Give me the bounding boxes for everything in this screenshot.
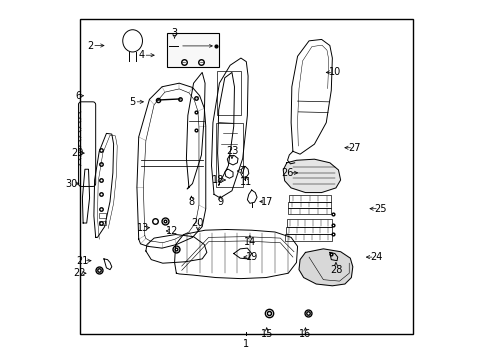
Text: 3: 3	[171, 28, 177, 38]
Text: 1: 1	[243, 339, 249, 349]
Text: 6: 6	[75, 91, 81, 101]
Text: 5: 5	[129, 97, 136, 107]
Text: 7: 7	[239, 166, 245, 176]
Text: 19: 19	[245, 252, 257, 262]
Bar	[217, 71, 241, 116]
Text: 11: 11	[239, 177, 251, 187]
Bar	[287, 202, 330, 208]
Bar	[215, 123, 242, 187]
Bar	[287, 208, 330, 215]
Text: 23: 23	[225, 146, 238, 156]
Text: 18: 18	[212, 175, 224, 185]
Text: 17: 17	[261, 197, 273, 207]
Text: 12: 12	[165, 226, 178, 236]
Text: 26: 26	[281, 168, 293, 178]
Text: 22: 22	[73, 268, 85, 278]
Text: 8: 8	[188, 197, 194, 207]
Text: 14: 14	[243, 237, 256, 247]
Text: 25: 25	[374, 204, 386, 214]
Text: 21: 21	[76, 256, 88, 266]
Text: 24: 24	[369, 252, 382, 262]
Bar	[167, 33, 219, 67]
Text: 15: 15	[260, 329, 272, 339]
Bar	[99, 221, 105, 225]
Text: 2: 2	[87, 41, 93, 50]
Text: 28: 28	[329, 265, 342, 275]
Bar	[99, 213, 105, 218]
Bar	[286, 220, 331, 226]
Polygon shape	[283, 159, 340, 193]
Bar	[289, 195, 330, 202]
Text: 16: 16	[299, 329, 311, 339]
Text: 13: 13	[137, 223, 149, 233]
Text: 4: 4	[138, 50, 144, 60]
Text: 29: 29	[71, 148, 83, 158]
Polygon shape	[298, 249, 352, 286]
Bar	[285, 234, 331, 241]
Text: 30: 30	[65, 179, 78, 189]
Bar	[285, 226, 331, 234]
Text: 20: 20	[191, 218, 203, 228]
Text: 9: 9	[217, 197, 223, 207]
Text: 27: 27	[348, 143, 361, 153]
Bar	[80, 19, 412, 334]
Text: 10: 10	[328, 67, 341, 77]
